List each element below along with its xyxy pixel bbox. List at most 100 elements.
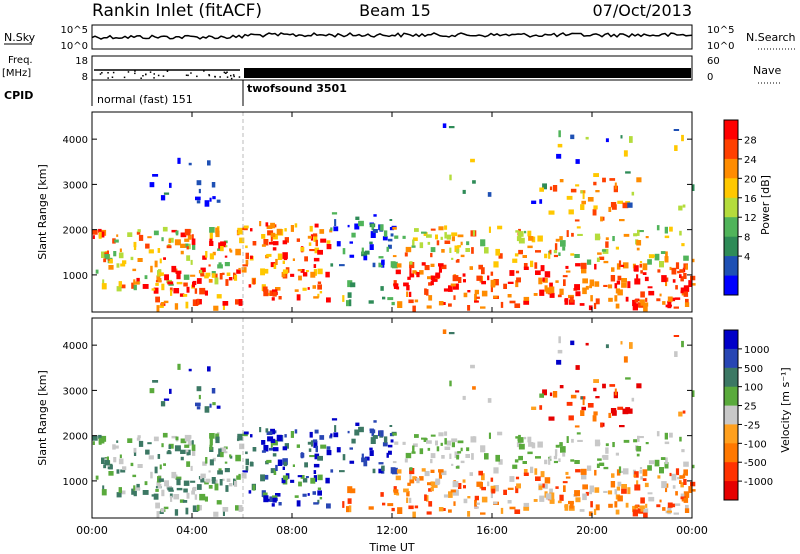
velocity-cell: [269, 447, 275, 451]
power-cell: [568, 209, 574, 215]
power-cell: [158, 272, 164, 276]
velocity-cell: [555, 444, 560, 448]
velocity-cell: [133, 485, 136, 491]
power-cell: [133, 246, 137, 250]
power-cell: [292, 258, 295, 261]
power-cell: [101, 283, 107, 290]
power-cell: [283, 255, 288, 261]
velocity-cell: [282, 458, 288, 465]
velocity-cell: [618, 466, 622, 474]
velocity-cell: [430, 453, 436, 459]
power-cell: [619, 219, 625, 222]
nave-dot: [157, 74, 160, 77]
power-cell: [685, 298, 689, 305]
velocity-cell: [342, 454, 346, 461]
power-colorbar-frame: [723, 119, 739, 296]
velocity-cell: [589, 485, 595, 493]
velocity-cell: [524, 436, 527, 440]
power-colorbar-swatch: [724, 120, 738, 140]
power-cell: [661, 275, 667, 283]
velocity-colorbar-swatch: [724, 424, 738, 444]
power-cell: [566, 230, 569, 237]
power-cell: [424, 265, 430, 271]
power-cell: [599, 256, 605, 260]
power-cell: [282, 240, 288, 245]
velocity-cell: [574, 490, 580, 497]
velocity-cell: [690, 481, 696, 487]
power-cell: [133, 241, 137, 248]
power-cell: [563, 279, 566, 286]
power-cell: [329, 229, 333, 233]
velocity-cell: [556, 359, 562, 365]
power-cell: [177, 157, 181, 164]
power-cell: [200, 267, 206, 273]
velocity-cell: [408, 505, 414, 510]
velocity-cell: [444, 446, 451, 450]
velocity-cell: [661, 481, 667, 489]
velocity-cell: [250, 461, 253, 465]
power-cell: [174, 239, 181, 246]
velocity-cell: [452, 481, 459, 488]
velocity-cell: [263, 474, 269, 480]
power-cell: [200, 289, 206, 292]
power-cell: [235, 248, 241, 256]
velocity-colorbar-swatch: [724, 462, 738, 482]
velocity-cell: [389, 425, 393, 427]
power-cell: [688, 280, 693, 287]
velocity-cell: [278, 502, 282, 506]
power-cell: [469, 266, 473, 270]
velocity-colorbar-swatch: [724, 367, 738, 388]
power-cell: [423, 232, 428, 236]
power-cell: [157, 248, 161, 253]
velocity-cell: [419, 448, 424, 455]
velocity-cell: [605, 443, 609, 447]
power-cell: [282, 269, 289, 274]
power-cell: [185, 243, 189, 248]
velocity-colorbar-swatch: [724, 481, 738, 501]
velocity-cell: [196, 386, 202, 392]
velocity-cell: [523, 469, 528, 474]
power-cell: [451, 257, 454, 260]
velocity-cell: [208, 485, 213, 489]
velocity-cell: [674, 503, 681, 506]
power-cell: [462, 189, 466, 194]
velocity-cell: [481, 486, 486, 491]
velocity-cell: [533, 499, 538, 502]
velocity-cell: [518, 455, 523, 461]
power-cell: [186, 286, 190, 293]
velocity-cell: [631, 397, 635, 402]
power-cell: [284, 228, 287, 232]
power-cell: [402, 235, 406, 239]
power-cell: [222, 301, 229, 306]
power-cell: [389, 227, 394, 231]
power-cell: [616, 263, 621, 270]
power-cell: [369, 244, 374, 250]
freq-trace: [94, 68, 691, 80]
power-cell: [95, 269, 99, 274]
power-cell: [515, 230, 520, 233]
power-cell: [601, 249, 607, 252]
velocity-cell: [169, 493, 173, 498]
velocity-cell: [153, 436, 159, 442]
velocity-cell: [466, 447, 470, 452]
power-cell: [426, 305, 432, 309]
power-cell: [673, 306, 679, 309]
velocity-cell: [184, 444, 190, 448]
power-cell: [570, 134, 575, 140]
velocity-cell: [272, 497, 277, 503]
power-cell: [642, 272, 647, 275]
velocity-cell: [409, 467, 413, 471]
power-cell: [260, 268, 265, 276]
power-cell: [585, 285, 589, 290]
velocity-cell: [275, 464, 278, 471]
velocity-cell: [438, 507, 444, 512]
beam-title: Beam 15: [359, 1, 431, 20]
power-cell: [92, 229, 98, 235]
power-cell: [326, 244, 332, 250]
power-cell: [497, 225, 503, 230]
power-cell: [339, 264, 345, 267]
power-cell: [580, 204, 585, 210]
velocity-cell: [326, 503, 331, 509]
cpid-strip: CPID normal (fast) 151 twofsound 3501: [4, 80, 347, 106]
power-y-axis: 1000 2000 3000 4000: [63, 135, 692, 282]
